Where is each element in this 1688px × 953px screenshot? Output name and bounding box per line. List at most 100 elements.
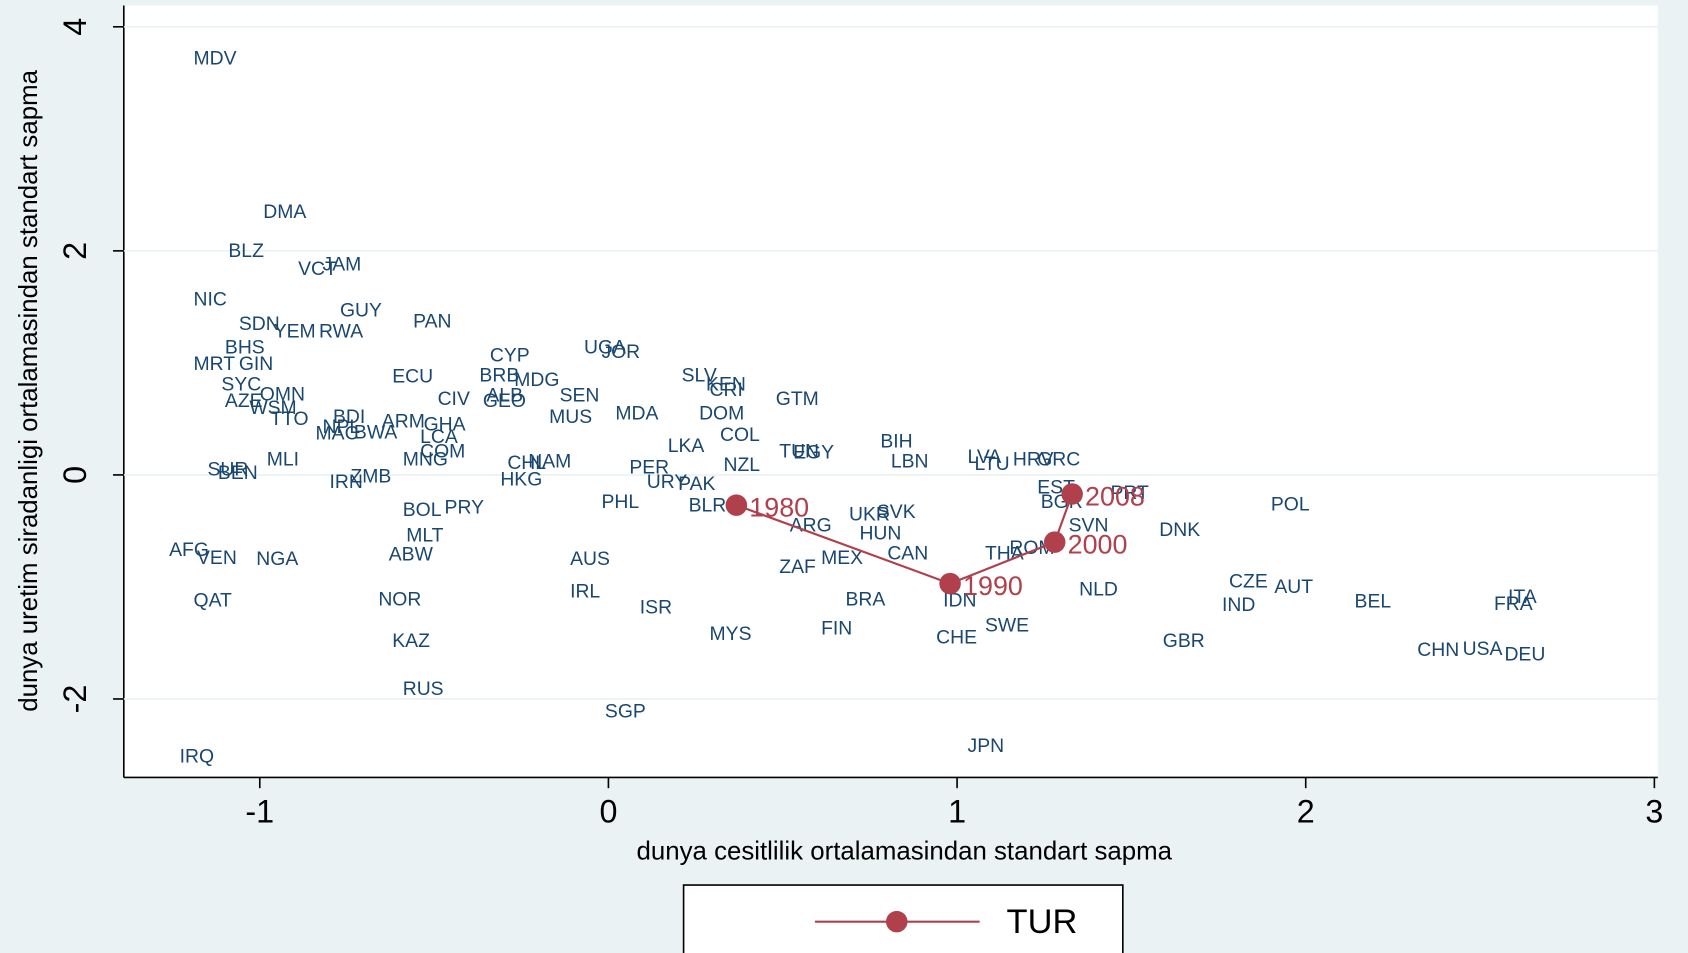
x-tick-label: -1: [245, 794, 274, 830]
point-label: COM: [420, 441, 465, 463]
point-label: COL: [720, 424, 760, 446]
point-label: FIN: [821, 618, 852, 640]
point-label: HRV: [1013, 448, 1054, 470]
point-label: GEO: [483, 390, 526, 412]
point-label: PAK: [678, 473, 715, 495]
point-label: MRT: [194, 353, 236, 375]
point-label: DEU: [1504, 643, 1545, 665]
point-label: JOR: [601, 341, 640, 363]
point-label: WSM: [249, 397, 296, 419]
point-label: LKA: [668, 435, 705, 457]
point-label: MLT: [406, 525, 443, 547]
x-tick-label: 1: [948, 794, 966, 830]
point-label: PHL: [601, 491, 639, 513]
point-label: SVN: [1069, 515, 1109, 537]
point-label: JAM: [323, 254, 362, 276]
point-label: GTM: [776, 388, 819, 410]
point-label: GUY: [340, 299, 382, 321]
point-label: BDI: [333, 406, 365, 428]
point-label: DMA: [263, 201, 306, 223]
point-label: AUS: [570, 548, 610, 570]
point-label: BWA: [354, 422, 397, 444]
point-label: NAM: [528, 451, 571, 473]
point-label: NOR: [378, 588, 421, 610]
point-label: ABW: [389, 544, 434, 566]
point-label: BLZ: [228, 240, 264, 262]
point-label: KAZ: [392, 630, 430, 652]
point-label: MLI: [267, 448, 299, 470]
point-label: ROM: [1009, 537, 1054, 559]
point-label: GBR: [1163, 630, 1205, 652]
point-label: AFG: [169, 539, 209, 561]
point-label: CZE: [1229, 571, 1268, 593]
point-label: BHS: [225, 336, 265, 358]
point-label: GIN: [239, 353, 273, 375]
point-label: TUN: [779, 441, 819, 463]
point-label: VCT: [298, 258, 337, 280]
point-label: UGA: [584, 336, 626, 358]
point-label: SLV: [682, 364, 717, 386]
series-line: [736, 493, 1074, 585]
point-label: CHE: [936, 627, 977, 649]
point-label: POL: [1271, 493, 1310, 515]
point-label: DOM: [699, 403, 744, 425]
point-label: IRQ: [180, 745, 214, 767]
plot-area: [123, 5, 1658, 778]
series-point-label: 1990: [963, 571, 1023, 601]
point-label: UKR: [849, 503, 890, 525]
point-label: MDA: [615, 403, 658, 425]
point-label: LVA: [968, 446, 1002, 468]
point-label: SEN: [560, 385, 600, 407]
point-label: ISR: [640, 596, 672, 618]
point-label: IRL: [570, 581, 600, 603]
point-label: ARG: [790, 515, 832, 537]
series-marker: [725, 494, 748, 516]
point-label: IRN: [330, 471, 363, 493]
point-label: BIH: [880, 431, 912, 453]
point-label: MUS: [549, 406, 592, 428]
point-label: NIC: [194, 288, 227, 310]
y-tick-label: 2: [57, 242, 93, 260]
point-label: YEM: [274, 321, 316, 343]
point-label: PRY: [445, 497, 485, 519]
point-label: BRA: [846, 588, 886, 610]
point-label: TTO: [270, 408, 308, 430]
legend-marker: [885, 910, 908, 933]
point-label: IDN: [943, 590, 976, 612]
series-marker: [1061, 483, 1083, 505]
y-tick-label: 0: [57, 466, 93, 484]
point-label: BLR: [689, 494, 727, 516]
x-tick-label: 0: [599, 794, 617, 830]
point-label: PAN: [413, 311, 451, 333]
point-label: AUT: [1274, 576, 1313, 598]
point-label: AZE: [225, 390, 263, 412]
point-label: CYP: [490, 344, 530, 366]
point-label: KEN: [706, 373, 746, 395]
legend-label: TUR: [1007, 903, 1078, 941]
point-label: OMN: [260, 383, 305, 405]
point-label: CRI: [710, 379, 743, 401]
point-label: URY: [647, 471, 688, 493]
point-label: MYS: [710, 623, 752, 645]
point-label: MDV: [194, 47, 237, 69]
point-label: ITA: [1508, 586, 1537, 608]
point-label: SWE: [985, 614, 1029, 636]
series-point-label: 2000: [1068, 530, 1128, 560]
point-label: CAN: [887, 543, 928, 565]
series-point-label: 1980: [749, 493, 809, 523]
point-label: SVK: [877, 501, 916, 523]
point-label: SDN: [239, 313, 280, 335]
point-label: DNK: [1159, 519, 1200, 541]
point-label: LBN: [891, 451, 929, 473]
x-axis-title: dunya cesitlilik ortalamasindan standart…: [637, 838, 1173, 866]
point-label: PRT: [1110, 482, 1149, 504]
point-label: BRB: [479, 364, 519, 386]
point-label: NZL: [723, 454, 760, 476]
series-marker: [939, 572, 961, 595]
point-label: MNG: [403, 448, 448, 470]
point-label: MDG: [514, 369, 559, 391]
point-label: RUS: [403, 678, 444, 700]
point-label: HKG: [500, 469, 542, 491]
point-label: CHL: [507, 452, 546, 474]
point-label: JPN: [968, 735, 1005, 757]
